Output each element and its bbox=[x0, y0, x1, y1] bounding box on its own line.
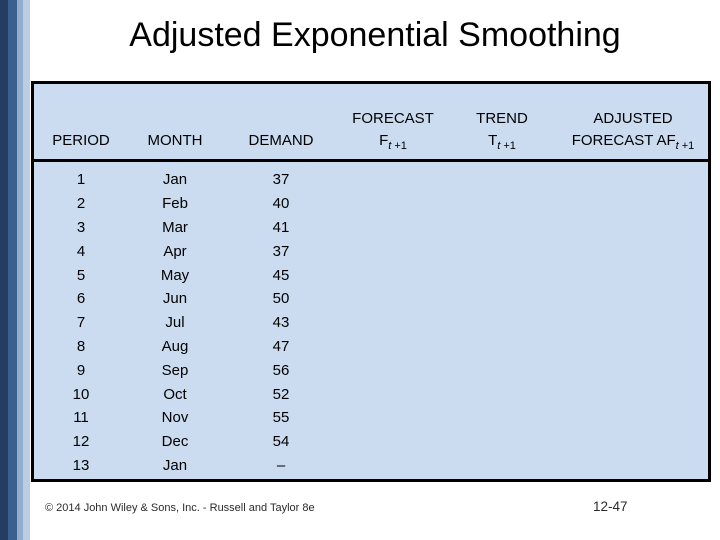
copyright-footer: © 2014 John Wiley & Sons, Inc. - Russell… bbox=[45, 502, 315, 514]
left-accent-bar-blue bbox=[8, 0, 17, 540]
symbol-base: FORECAST AF bbox=[571, 132, 676, 149]
table-cell: 9 bbox=[76, 361, 86, 379]
left-accent-bar-navy bbox=[0, 0, 8, 540]
table-row: 10 Oct 52 bbox=[34, 382, 708, 406]
column-header-trend: TREND Tt +1 bbox=[446, 84, 558, 159]
table-row: 2 Feb 40 bbox=[34, 192, 708, 216]
column-header-label: MONTH bbox=[147, 132, 203, 149]
table-cell: 41 bbox=[272, 218, 290, 236]
symbol-subscript-plus1: +1 bbox=[500, 140, 516, 152]
column-header-period: PERIOD bbox=[34, 84, 128, 159]
slide-title: Adjusted Exponential Smoothing bbox=[129, 16, 621, 54]
table-cell: Jun bbox=[162, 290, 188, 308]
symbol-subscript-t: t bbox=[497, 140, 501, 152]
table-row: 9 Sep 56 bbox=[34, 358, 708, 382]
column-header-line1: TREND bbox=[476, 110, 528, 127]
table-cell: 3 bbox=[76, 218, 86, 236]
table-cell: 40 bbox=[272, 195, 290, 213]
symbol-subscript-plus1: +1 bbox=[391, 140, 407, 152]
symbol-base: T bbox=[488, 132, 498, 149]
table-row: 5 May 45 bbox=[34, 263, 708, 287]
table-cell: Nov bbox=[161, 409, 189, 427]
table-body: 1 Jan 37 2 Feb 40 3 Mar 41 4 Apr 37 5 May 45 6 Jun 50 7 Jul… bbox=[34, 162, 708, 479]
table-cell: 5 bbox=[76, 266, 86, 284]
table-cell: 52 bbox=[272, 385, 290, 403]
column-header-symbol: Tt +1 bbox=[488, 130, 516, 152]
table-row: 4 Apr 37 bbox=[34, 239, 708, 263]
table-cell: 8 bbox=[76, 337, 86, 355]
column-header-line1: ADJUSTED bbox=[593, 110, 673, 127]
table-row: 3 Mar 41 bbox=[34, 216, 708, 240]
table-row: 8 Aug 47 bbox=[34, 335, 708, 359]
table-cell: 56 bbox=[272, 361, 290, 379]
forecast-table: PERIOD MONTH DEMAND FORECAST Ft +1 TREND… bbox=[31, 81, 711, 482]
table-cell: Apr bbox=[163, 242, 187, 260]
table-cell: Mar bbox=[162, 218, 188, 236]
table-cell: 6 bbox=[76, 290, 86, 308]
table-cell: 7 bbox=[76, 314, 86, 332]
table-row: 11 Nov 55 bbox=[34, 406, 708, 430]
column-header-month: MONTH bbox=[128, 84, 222, 159]
table-cell: 54 bbox=[272, 433, 290, 451]
table-cell: Feb bbox=[162, 195, 188, 213]
table-row: 13 Jan – bbox=[34, 454, 708, 478]
table-cell: Jan bbox=[162, 171, 188, 189]
table-cell: 37 bbox=[272, 171, 290, 189]
table-cell: 2 bbox=[76, 195, 86, 213]
table-cell: 45 bbox=[272, 266, 290, 284]
table-cell: May bbox=[160, 266, 190, 284]
table-row: 1 Jan 37 bbox=[34, 168, 708, 192]
column-header-symbol: FORECAST AFt +1 bbox=[572, 130, 695, 152]
table-cell: Jul bbox=[165, 314, 185, 332]
table-cell: Sep bbox=[161, 361, 189, 379]
table-cell: 1 bbox=[76, 171, 86, 189]
column-header-line1: FORECAST bbox=[352, 110, 434, 127]
table-cell: 13 bbox=[72, 456, 90, 474]
symbol-subscript-t: t bbox=[388, 140, 392, 152]
left-accent-bar-lighter bbox=[23, 0, 30, 540]
table-header-row: PERIOD MONTH DEMAND FORECAST Ft +1 TREND… bbox=[34, 84, 708, 162]
column-header-forecast: FORECAST Ft +1 bbox=[340, 84, 446, 159]
page-number: 12-47 bbox=[593, 499, 628, 514]
table-row: 7 Jul 43 bbox=[34, 311, 708, 335]
table-cell: Oct bbox=[163, 385, 187, 403]
column-header-symbol: Ft +1 bbox=[379, 130, 407, 152]
table-cell: 4 bbox=[76, 242, 86, 260]
column-header-label: DEMAND bbox=[248, 132, 314, 149]
symbol-base: F bbox=[379, 132, 389, 149]
column-header-adjusted-forecast: ADJUSTED FORECAST AFt +1 bbox=[558, 84, 708, 159]
left-accent-bar-light bbox=[17, 0, 23, 540]
table-cell: 50 bbox=[272, 290, 290, 308]
table-row: 6 Jun 50 bbox=[34, 287, 708, 311]
symbol-subscript-plus1: +1 bbox=[678, 140, 695, 152]
table-cell: 11 bbox=[73, 409, 89, 427]
column-header-demand: DEMAND bbox=[222, 84, 340, 159]
table-cell: Aug bbox=[161, 337, 189, 355]
table-row: 12 Dec 54 bbox=[34, 430, 708, 454]
symbol-subscript-t: t bbox=[675, 140, 679, 152]
table-cell: Dec bbox=[161, 433, 189, 451]
table-cell: – bbox=[276, 456, 286, 474]
table-cell: 55 bbox=[272, 409, 290, 427]
table-cell: 37 bbox=[272, 242, 290, 260]
table-cell: 47 bbox=[272, 337, 290, 355]
table-cell: 10 bbox=[72, 385, 90, 403]
table-cell: 12 bbox=[72, 433, 90, 451]
column-header-label: PERIOD bbox=[52, 132, 110, 149]
table-cell: Jan bbox=[162, 456, 188, 474]
table-cell: 43 bbox=[272, 314, 290, 332]
